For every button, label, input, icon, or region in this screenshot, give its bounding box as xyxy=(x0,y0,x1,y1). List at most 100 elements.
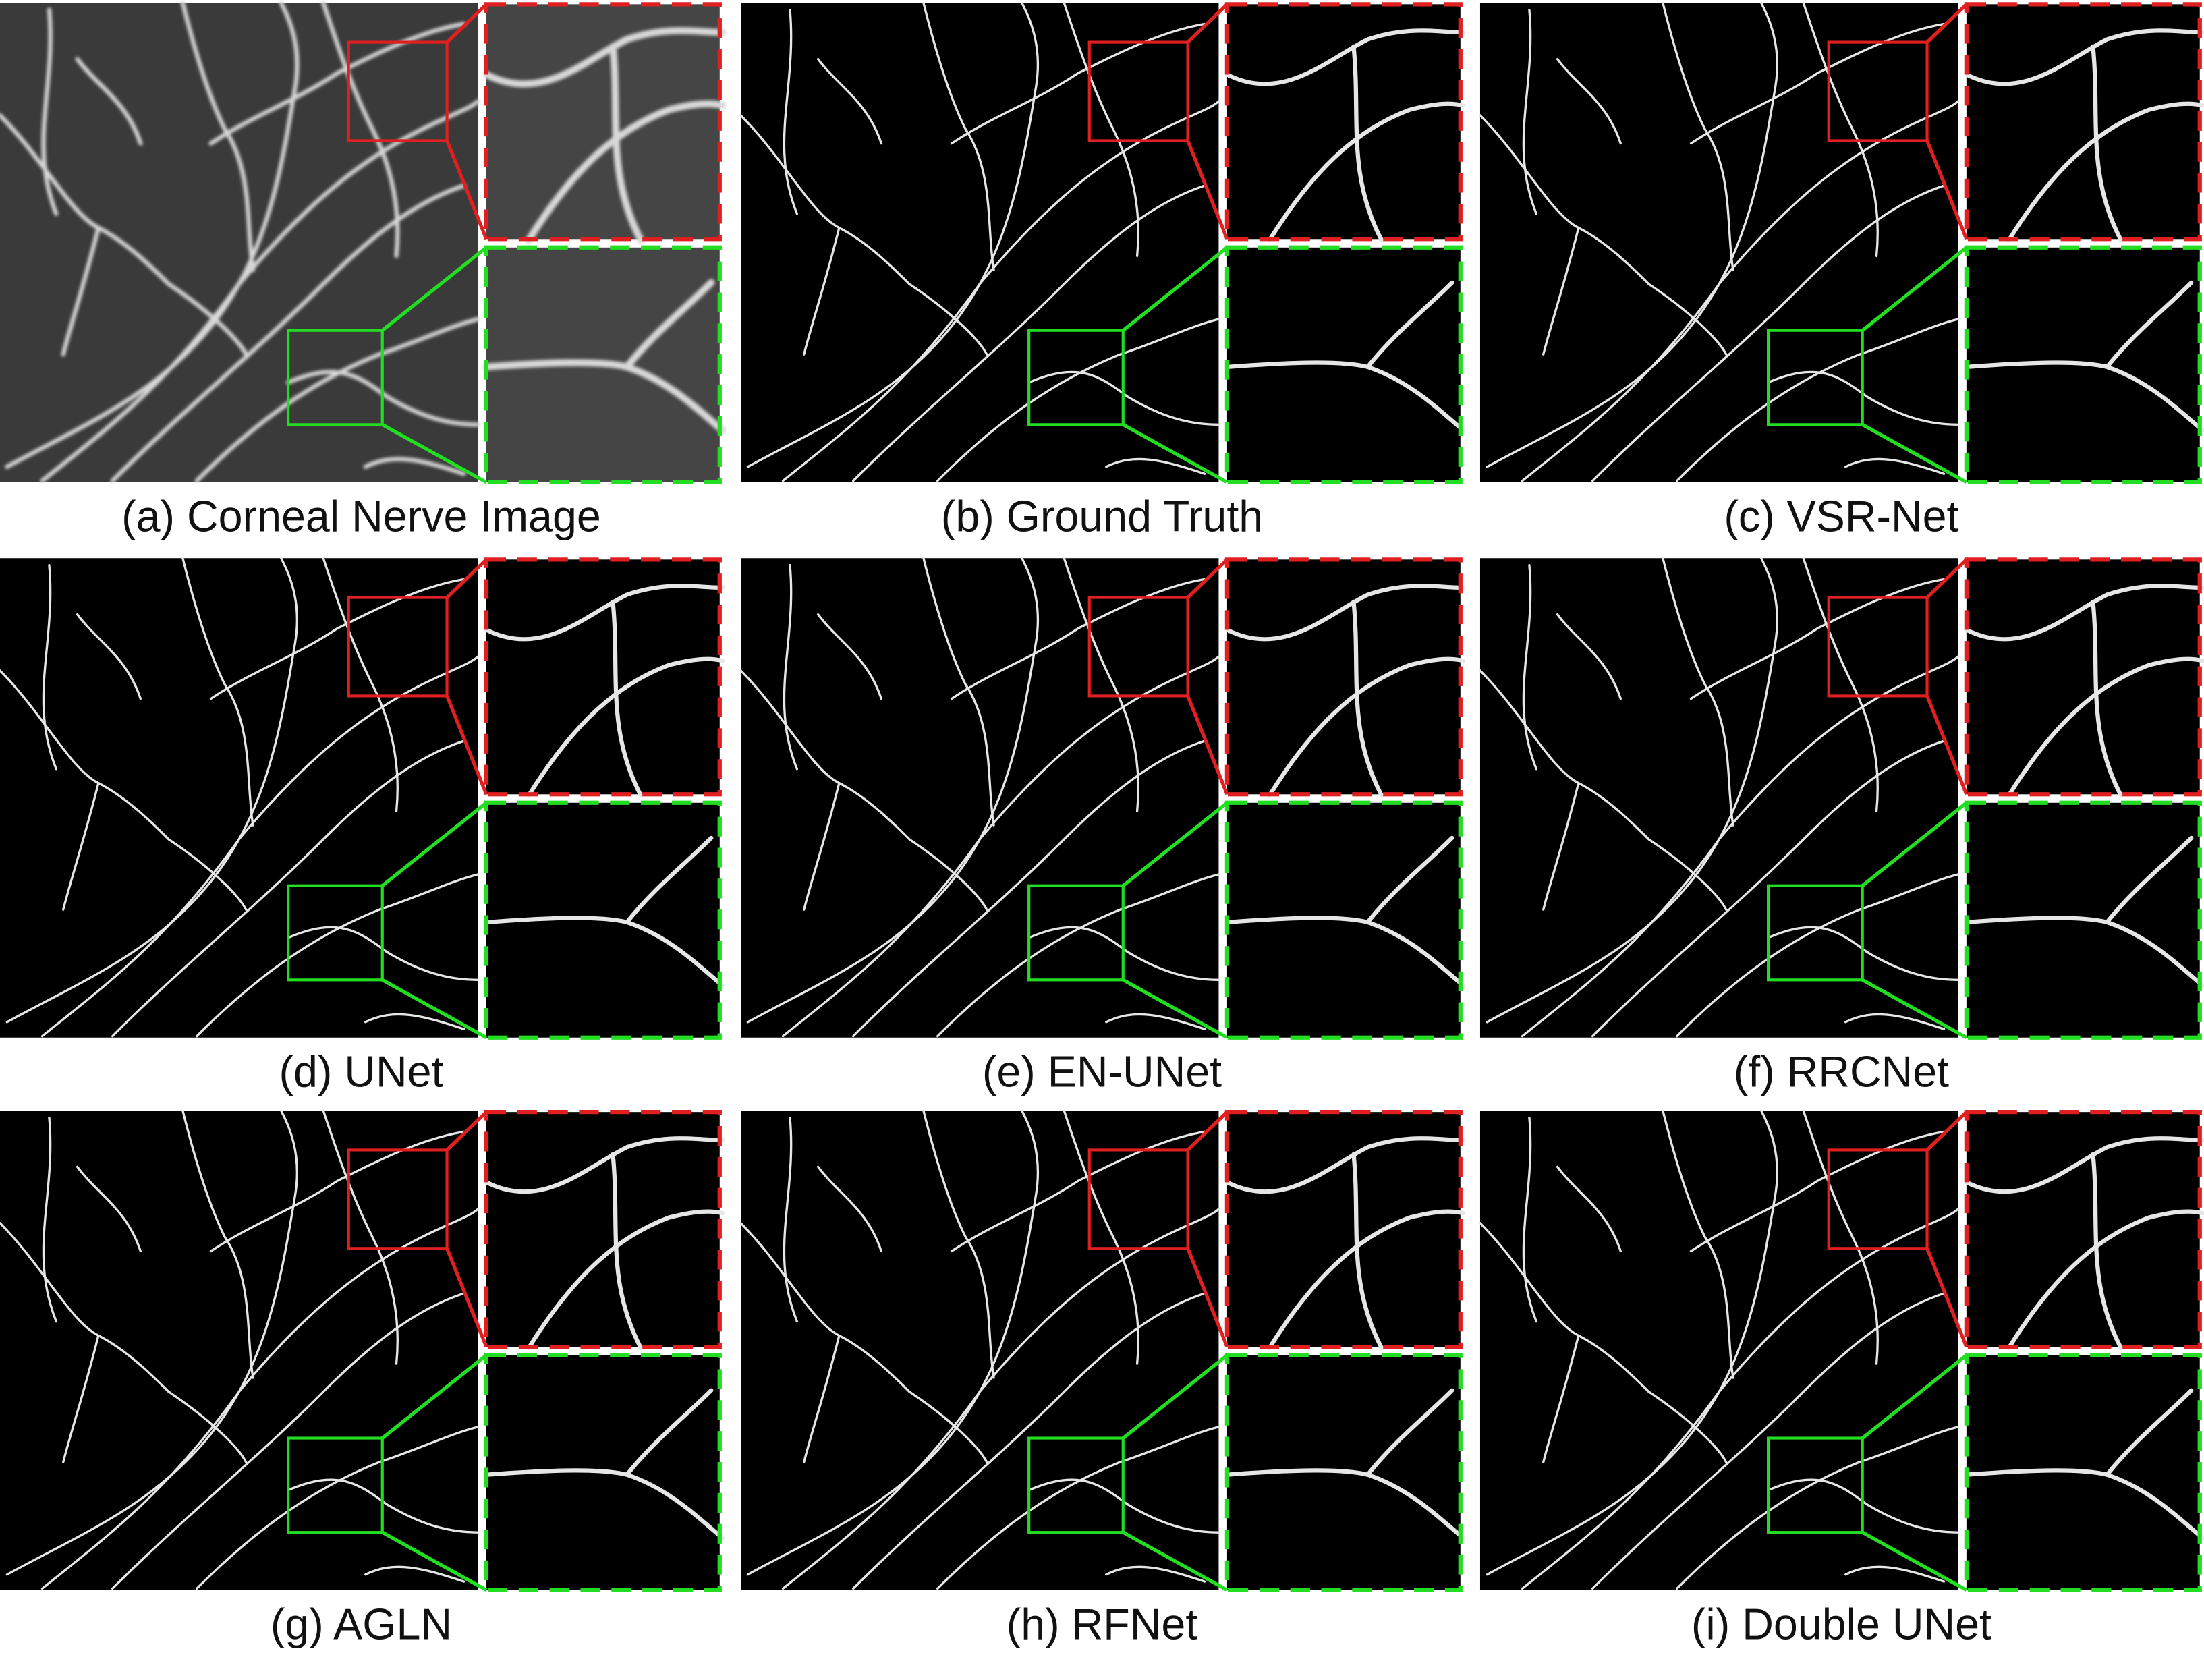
panel: (h) RFNet xyxy=(739,1109,1463,1648)
caption: (d) UNet xyxy=(279,1048,443,1096)
zoom-box-green xyxy=(1767,1436,1864,1534)
connector xyxy=(1122,1353,1228,1440)
panel: (f) RRCNet xyxy=(1479,557,2203,1096)
zoom-box-red xyxy=(1827,1148,1929,1250)
panel: (i) Double UNet xyxy=(1479,1109,2203,1648)
inset-red xyxy=(1226,1112,1461,1347)
connector xyxy=(381,1353,488,1440)
main-image xyxy=(741,1111,1219,1590)
connector xyxy=(381,801,488,887)
zoom-box-green xyxy=(1767,884,1864,982)
caption: (b) Ground Truth xyxy=(941,493,1263,541)
caption: (h) RFNet xyxy=(1007,1600,1198,1648)
caption: (i) Double UNet xyxy=(1691,1600,1991,1648)
connector xyxy=(445,3,488,44)
connector xyxy=(381,978,488,1040)
inset-red xyxy=(1966,4,2200,240)
inset-red xyxy=(486,1112,720,1347)
connector xyxy=(1861,978,1968,1040)
caption: (c) VSR-Net xyxy=(1724,493,1958,541)
inset-red xyxy=(1226,559,1461,795)
zoom-box-green xyxy=(287,1436,384,1534)
connector xyxy=(1122,801,1228,887)
connector xyxy=(1925,558,1968,599)
connector xyxy=(1122,423,1228,484)
connector xyxy=(381,246,488,332)
inset-red xyxy=(486,4,720,240)
connector xyxy=(1925,1111,1968,1152)
panel: (c) VSR-Net xyxy=(1479,1,2203,541)
connector xyxy=(1925,3,1968,44)
connector xyxy=(445,1248,488,1348)
zoom-box-red xyxy=(1087,596,1189,698)
inset-border-green xyxy=(1224,800,1463,1040)
zoom-box-red xyxy=(1827,40,1929,142)
zoom-box-red xyxy=(347,40,449,142)
connector xyxy=(1186,695,1229,795)
inset-border-red xyxy=(1224,2,1463,242)
zoom-box-green xyxy=(287,329,384,426)
connector xyxy=(1861,246,1968,332)
caption: (e) EN-UNet xyxy=(982,1048,1222,1096)
inset-border-red xyxy=(484,2,722,242)
main-image xyxy=(0,558,478,1038)
panel: (g) AGLN xyxy=(0,1109,723,1648)
zoom-box-green xyxy=(1027,884,1125,982)
connector xyxy=(1186,140,1229,240)
main-image xyxy=(0,1111,478,1590)
panel: (b) Ground Truth xyxy=(739,1,1463,541)
main-image xyxy=(1479,1111,1958,1590)
main-image xyxy=(0,3,478,482)
connector xyxy=(1861,423,1968,484)
panel: (e) EN-UNet xyxy=(739,557,1463,1096)
inset-red xyxy=(1966,1112,2200,1347)
zoom-box-red xyxy=(347,1148,449,1250)
zoom-box-red xyxy=(1827,596,1929,698)
zoom-box-red xyxy=(347,596,449,698)
inset-red xyxy=(1226,4,1461,240)
inset-border-green xyxy=(1224,245,1463,484)
panel: (a) Corneal Nerve Image xyxy=(0,2,723,541)
main-image xyxy=(1479,558,1958,1038)
caption: (g) AGLN xyxy=(271,1600,452,1648)
inset-border-red xyxy=(484,557,722,797)
inset-border-green xyxy=(484,800,722,1040)
connector xyxy=(1186,1111,1228,1152)
inset-red xyxy=(486,559,720,795)
connector xyxy=(1925,695,1969,795)
connector xyxy=(1186,558,1228,599)
connector xyxy=(1122,246,1228,332)
inset-red xyxy=(1966,559,2200,795)
connector xyxy=(445,140,488,240)
connector xyxy=(1122,978,1228,1040)
inset-border-red xyxy=(1964,2,2202,242)
inset-border-red xyxy=(484,1110,722,1349)
connector xyxy=(1861,1530,1968,1592)
connector xyxy=(445,558,488,599)
inset-border-red xyxy=(1224,557,1463,797)
zoom-box-green xyxy=(1027,329,1125,426)
connector xyxy=(1861,1353,1968,1440)
caption: (f) RRCNet xyxy=(1734,1048,1949,1096)
inset-border-green xyxy=(1224,1353,1463,1592)
connector xyxy=(445,1111,488,1152)
connector xyxy=(445,695,488,795)
main-image xyxy=(1479,3,1958,482)
inset-border-red xyxy=(1964,557,2202,797)
inset-border-green xyxy=(1964,245,2202,484)
inset-border-green xyxy=(1964,1353,2202,1592)
connector xyxy=(381,1530,488,1592)
inset-border-green xyxy=(484,245,722,484)
inset-border-red xyxy=(1964,1110,2202,1349)
zoom-box-green xyxy=(1767,329,1864,426)
connector xyxy=(1861,801,1968,887)
zoom-box-green xyxy=(287,884,384,982)
panel: (d) UNet xyxy=(0,557,723,1096)
zoom-box-red xyxy=(1087,40,1189,142)
main-image xyxy=(741,558,1219,1038)
zoom-box-red xyxy=(1087,1148,1189,1250)
main-image xyxy=(741,3,1219,482)
connector xyxy=(1122,1530,1228,1592)
